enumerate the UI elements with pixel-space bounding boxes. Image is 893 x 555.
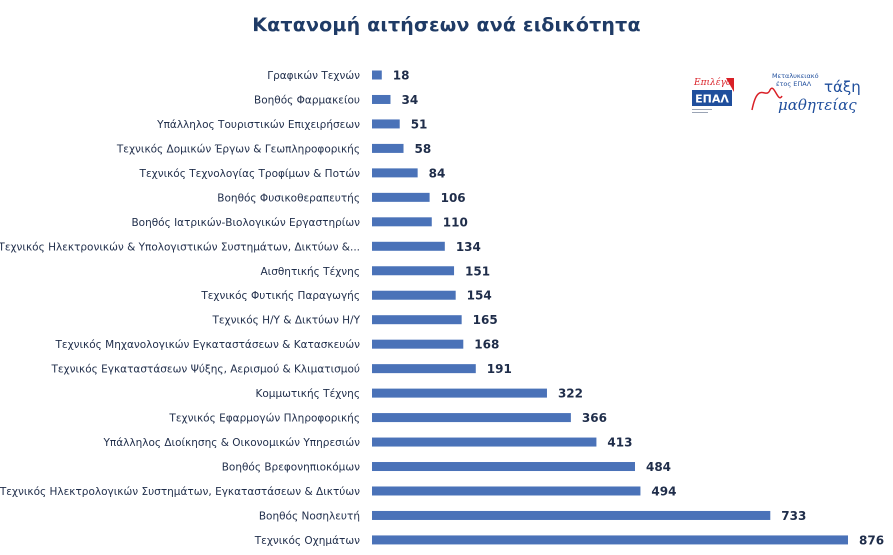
value-label: 494 [651,484,676,498]
bar [372,486,641,496]
epal-logo-script: Επιλέγω [693,77,734,88]
bar [372,339,464,349]
chart-title: Κατανομή αιτήσεων ανά ειδικότητα [252,14,641,36]
value-label: 191 [487,362,512,376]
category-label: Τεχνικός Ηλεκτρονικών & Υπολογιστικών Συ… [0,241,360,253]
value-label: 484 [646,460,671,474]
bar [372,535,848,545]
value-label: 151 [465,264,490,278]
value-label: 366 [582,411,607,425]
taxi-mathiteias-logo: Μεταλυκειακό έτος ΕΠΑΛ τάξη μαθητείας [748,60,861,122]
bar [372,266,455,276]
value-label: 165 [473,313,498,327]
value-label: 876 [859,533,884,547]
value-label: 322 [558,387,583,401]
epal-logo: Επιλέγω ΕΠΑΛ [690,74,736,118]
value-label: 18 [393,69,410,83]
bar [372,94,391,104]
bar [372,388,547,398]
category-label: Γραφικών Τεχνών [267,70,360,82]
bar [372,510,771,520]
bar [372,364,476,374]
category-label: Υπάλληλος Τουριστικών Επιχειρήσεων [156,119,360,131]
value-label: 58 [415,142,432,156]
category-label: Υπάλληλος Διοίκησης & Οικονομικών Υπηρεσ… [102,437,360,449]
value-label: 413 [607,436,632,450]
bar [372,168,418,178]
bar [372,241,445,251]
bar [372,119,400,129]
bar [372,462,635,472]
value-label: 733 [781,509,806,523]
bar [372,70,382,80]
category-label: Τεχνικός Τεχνολογίας Τροφίμων & Ποτών [139,168,361,180]
taxi-logo-line1: Μεταλυκειακό [772,72,819,80]
category-label: Τεχνικός Ηλεκτρολογικών Συστημάτων, Εγκα… [0,486,360,498]
category-label: Αισθητικής Τέχνης [260,266,360,278]
epal-logo-text: ΕΠΑΛ [695,93,729,106]
value-label: 51 [411,117,428,131]
bar [372,217,432,227]
value-label: 84 [429,166,446,180]
category-label: Βοηθός Νοσηλευτή [259,510,360,522]
category-label: Κομμωτικής Τέχνης [255,388,360,400]
category-label: Τεχνικός Εφαρμογών Πληροφορικής [168,413,360,425]
bar [372,192,430,202]
bar [372,290,456,300]
category-label: Βοηθός Ιατρικών-Βιολογικών Εργαστηρίων [131,217,360,229]
category-label: Τεχνικός Μηχανολογικών Εγκαταστάσεων & Κ… [54,339,360,351]
category-label: Βοηθός Φαρμακείου [254,94,360,106]
bar [372,413,571,423]
value-label: 110 [443,215,468,229]
value-label: 134 [456,240,481,254]
value-label: 34 [401,93,418,107]
taxi-logo-word1: τάξη [824,78,860,96]
bar [372,143,404,153]
category-label: Τεχνικός Φυτικής Παραγωγής [200,290,360,302]
category-label: Τεχνικός Δομικών Έργων & Γεωπληροφορικής [116,143,360,155]
category-label: Βοηθός Βρεφονηπιοκόμων [222,462,360,474]
value-label: 168 [474,338,499,352]
bar [372,437,597,447]
taxi-logo-line2: έτος ΕΠΑΛ [776,80,812,88]
value-label: 154 [467,289,492,303]
category-label: Τεχνικός Οχημάτων [254,535,360,547]
taxi-logo-word2: μαθητείας [778,96,857,114]
value-label: 106 [441,191,466,205]
bar [372,315,462,325]
category-label: Τεχνικός Εγκαταστάσεων Ψύξης, Αερισμού &… [50,364,360,376]
category-label: Βοηθός Φυσικοθεραπευτής [217,192,360,204]
category-label: Τεχνικός Η/Υ & Δικτύων Η/Υ [211,315,360,327]
